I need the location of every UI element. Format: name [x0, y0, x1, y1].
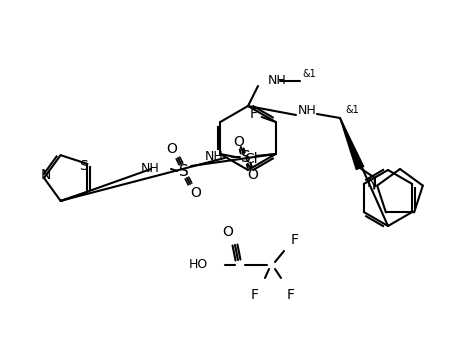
- Text: &1: &1: [302, 69, 316, 79]
- Text: O: O: [233, 135, 244, 149]
- Text: O: O: [247, 168, 258, 182]
- Text: F: F: [287, 288, 295, 302]
- Text: S: S: [179, 163, 189, 179]
- Polygon shape: [340, 118, 364, 169]
- Text: O: O: [222, 225, 233, 239]
- Text: HO: HO: [189, 258, 208, 271]
- Text: NH: NH: [298, 103, 316, 116]
- Text: Cl: Cl: [244, 152, 258, 166]
- Text: O: O: [191, 186, 202, 200]
- Text: N: N: [41, 168, 51, 182]
- Text: N: N: [367, 175, 377, 190]
- Text: S: S: [241, 150, 251, 164]
- Text: O: O: [167, 142, 178, 156]
- Text: NH: NH: [205, 150, 224, 163]
- Text: NH: NH: [141, 162, 160, 175]
- Text: F: F: [251, 288, 259, 302]
- Text: &1: &1: [345, 105, 359, 115]
- Text: NH: NH: [268, 74, 287, 88]
- Text: S: S: [79, 159, 88, 173]
- Text: F: F: [291, 233, 299, 247]
- Text: F: F: [250, 107, 258, 121]
